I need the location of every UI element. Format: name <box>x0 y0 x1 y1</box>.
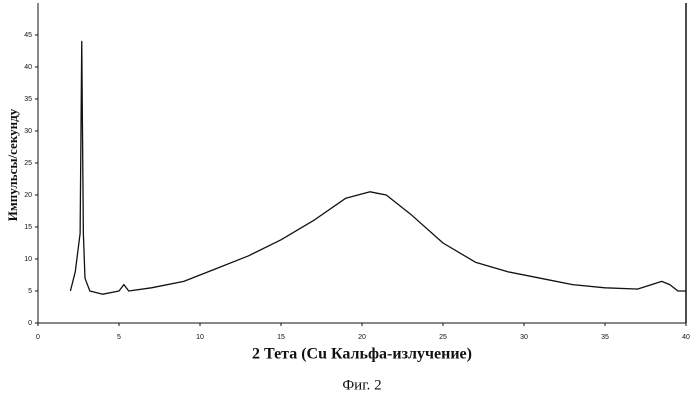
y-tick-label: 35 <box>24 96 32 103</box>
y-tick-label: 45 <box>24 32 32 39</box>
x-tick-label: 40 <box>682 334 690 341</box>
x-tick-label: 20 <box>358 334 366 341</box>
y-tick-label: 20 <box>24 192 32 199</box>
y-tick-label: 5 <box>28 288 32 295</box>
data-line <box>70 41 686 294</box>
x-tick-label: 10 <box>196 334 204 341</box>
y-tick-label: 25 <box>24 160 32 167</box>
x-tick-label: 5 <box>117 334 121 341</box>
x-tick-label: 30 <box>520 334 528 341</box>
y-axis-label: Импульсы/секунду <box>5 108 20 221</box>
x-axis-label: 2 Тета (Cu Кальфа-излучение) <box>252 346 472 363</box>
page: Импульсы/секунду 2 Тета (Cu Кальфа-излуч… <box>0 0 700 404</box>
x-tick-label: 15 <box>277 334 285 341</box>
y-tick-label: 30 <box>24 128 32 135</box>
chart: Импульсы/секунду 2 Тета (Cu Кальфа-излуч… <box>0 0 700 404</box>
y-tick-label: 15 <box>24 224 32 231</box>
y-tick-label: 0 <box>28 320 32 327</box>
y-tick-label: 40 <box>24 64 32 71</box>
x-tick-label: 25 <box>439 334 447 341</box>
x-tick-label: 35 <box>601 334 609 341</box>
x-tick-label: 0 <box>36 334 40 341</box>
caption: Фиг. 2 <box>342 377 381 393</box>
y-tick-label: 10 <box>24 256 32 263</box>
